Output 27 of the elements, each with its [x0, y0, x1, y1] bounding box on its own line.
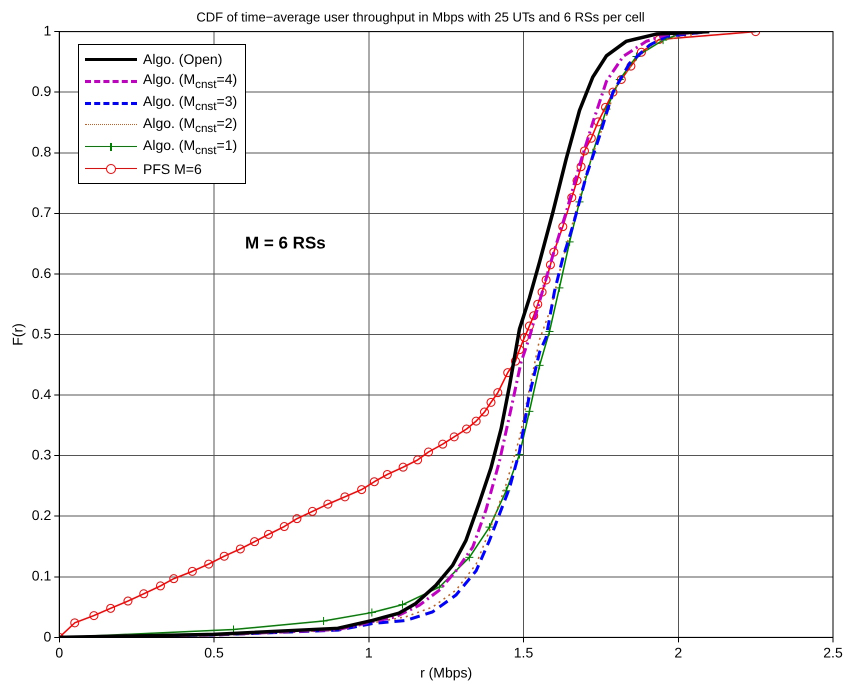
legend-label: PFS M=6 — [143, 161, 202, 177]
y-tick-label: 0.4 — [32, 386, 52, 402]
legend-label: Algo. (Open) — [143, 51, 222, 67]
y-tick-label: 0.2 — [32, 507, 52, 524]
y-tick-label: 0 — [43, 628, 52, 644]
y-tick-label: 0.6 — [32, 264, 52, 281]
y-tick-label: 0.5 — [32, 325, 52, 342]
x-tick-label: 0 — [55, 644, 64, 661]
x-tick-label: 1.5 — [514, 644, 534, 661]
y-tick-label: 1 — [43, 22, 52, 38]
y-tick-label: 0.8 — [32, 144, 52, 160]
x-axis-title: r (Mbps) — [420, 664, 472, 680]
y-tick-label: 0.7 — [32, 204, 52, 220]
x-tick-label: 1 — [364, 644, 373, 661]
y-tick-label: 0.9 — [32, 83, 52, 100]
x-tick-label: 2 — [674, 644, 682, 661]
legend-label: Algo. (M$_{cnst}$=3) — [143, 93, 238, 113]
x-tick-label: 2.5 — [823, 644, 843, 661]
legend-label: Algo. (M$_{cnst}$=4) — [143, 71, 238, 91]
annotation: M = 6 RSs — [244, 233, 326, 252]
legend-label: Algo. (M$_{cnst}$=2) — [143, 115, 238, 135]
chart-title: CDF of time−average user throughput in Mbps with 25 UTs and 6 RSs per cell — [196, 9, 645, 24]
x-tick-label: 0.5 — [204, 644, 224, 661]
y-axis-title: F(r) — [9, 323, 26, 346]
y-tick-label: 0.1 — [32, 568, 52, 584]
y-tick-label: 0.3 — [32, 446, 52, 463]
legend-label: Algo. (M$_{cnst}$=1) — [143, 137, 238, 157]
